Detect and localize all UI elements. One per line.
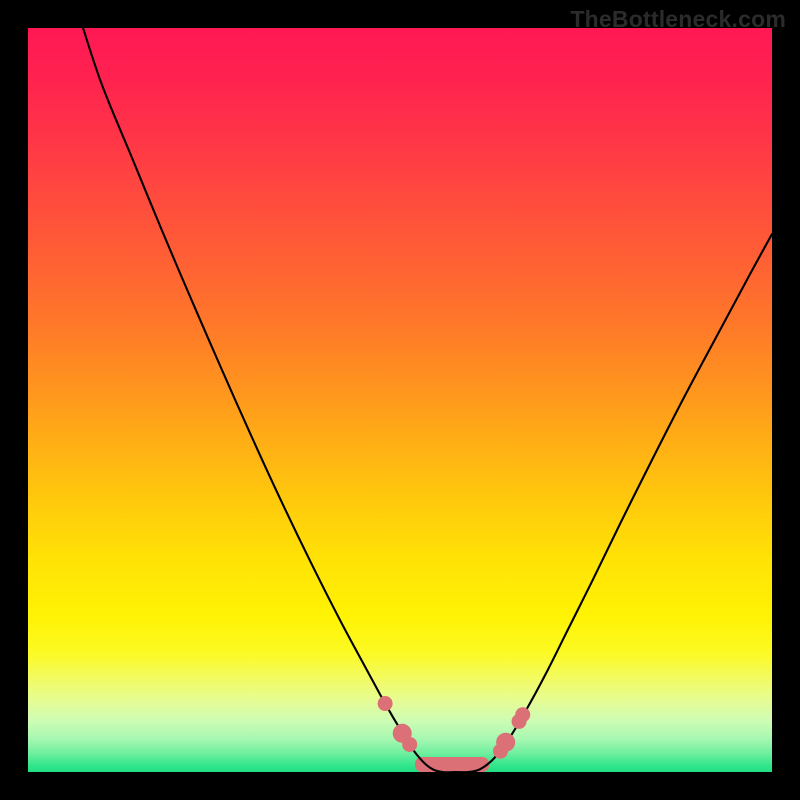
curve-marker xyxy=(497,733,515,751)
curve-marker xyxy=(516,708,530,722)
watermark-text: TheBottleneck.com xyxy=(570,6,786,33)
curve-marker xyxy=(403,737,417,751)
curve-marker xyxy=(378,697,392,711)
plot-area xyxy=(28,28,772,772)
chart-svg xyxy=(0,0,800,800)
bottleneck-chart: TheBottleneck.com xyxy=(0,0,800,800)
